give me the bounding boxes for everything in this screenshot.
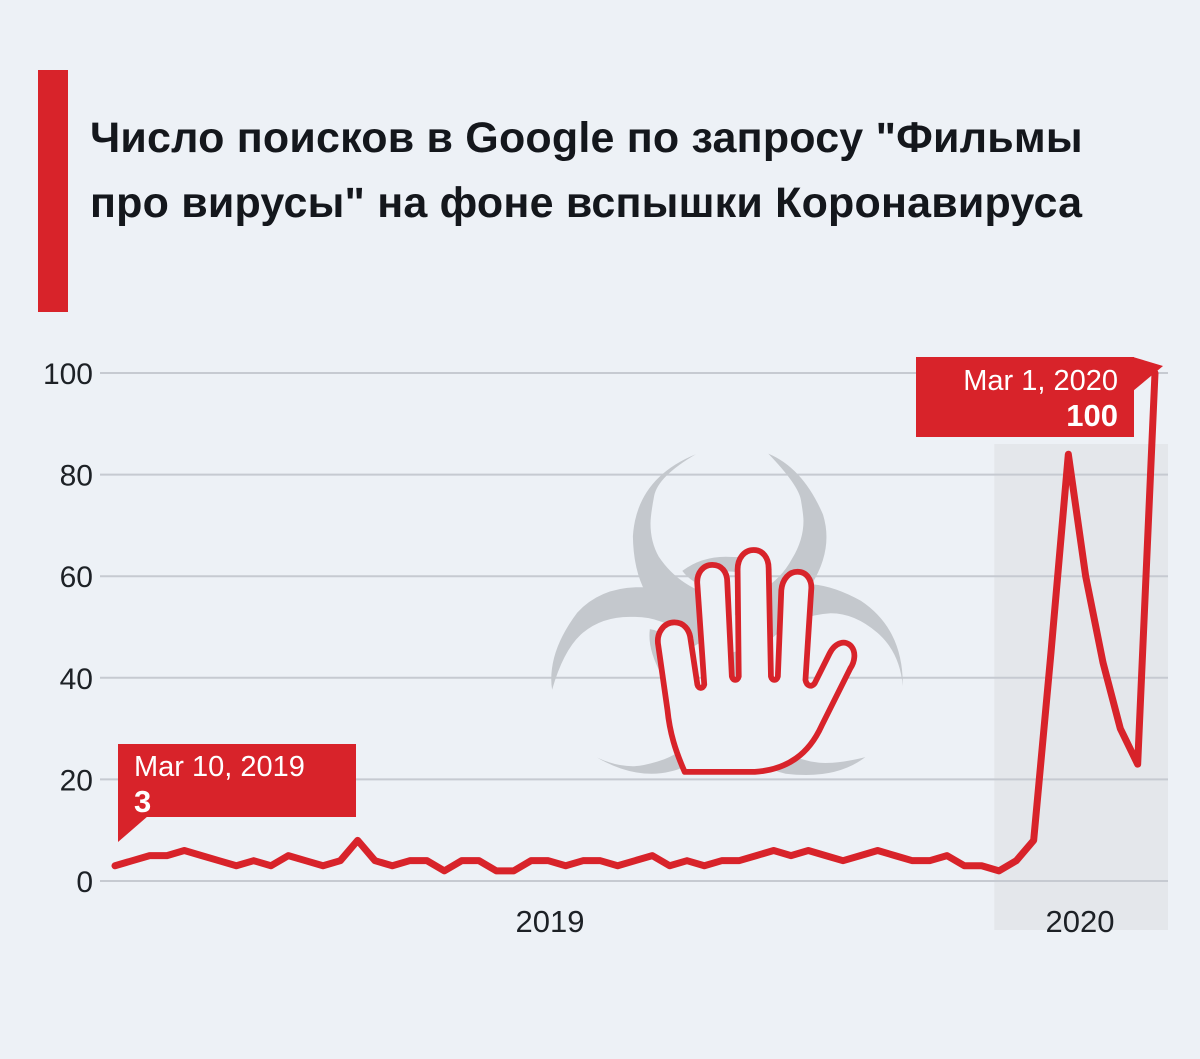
title-accent-bar (38, 70, 68, 312)
page-title-line-1: Число поисков в Google по запросу "Фильм… (90, 114, 1083, 162)
annotation-2019-date: Mar 10, 2019 (134, 751, 305, 783)
annotation-2020-pointer (1133, 357, 1163, 391)
annotation-2019-value: 3 (134, 784, 152, 819)
annotation-2020: Mar 1, 2020 100 (916, 357, 1134, 437)
y-axis-tick-label: 80 (60, 460, 93, 493)
y-axis-tick-label: 60 (60, 561, 93, 594)
annotation-2019-pointer (118, 816, 148, 842)
x-axis-label-2020: 2020 (1046, 904, 1115, 939)
annotation-2019: Mar 10, 2019 3 (118, 744, 356, 819)
x-axis-label-2019: 2019 (516, 904, 585, 939)
trend-line (111, 369, 1159, 875)
y-axis-tick-label: 40 (60, 663, 93, 696)
page-title-line-2: про вирусы" на фоне вспышки Коронавируса (90, 178, 1083, 227)
y-axis-tick-label: 100 (43, 358, 93, 391)
page-title: Число поисков в Google по запросу "Фильм… (90, 106, 1180, 235)
hand-icon (654, 547, 858, 775)
y-axis-tick-label: 0 (76, 866, 93, 899)
y-axis-tick-label: 20 (60, 764, 93, 797)
annotation-2020-date: Mar 1, 2020 (963, 365, 1118, 397)
annotation-2020-value: 100 (1066, 398, 1118, 433)
